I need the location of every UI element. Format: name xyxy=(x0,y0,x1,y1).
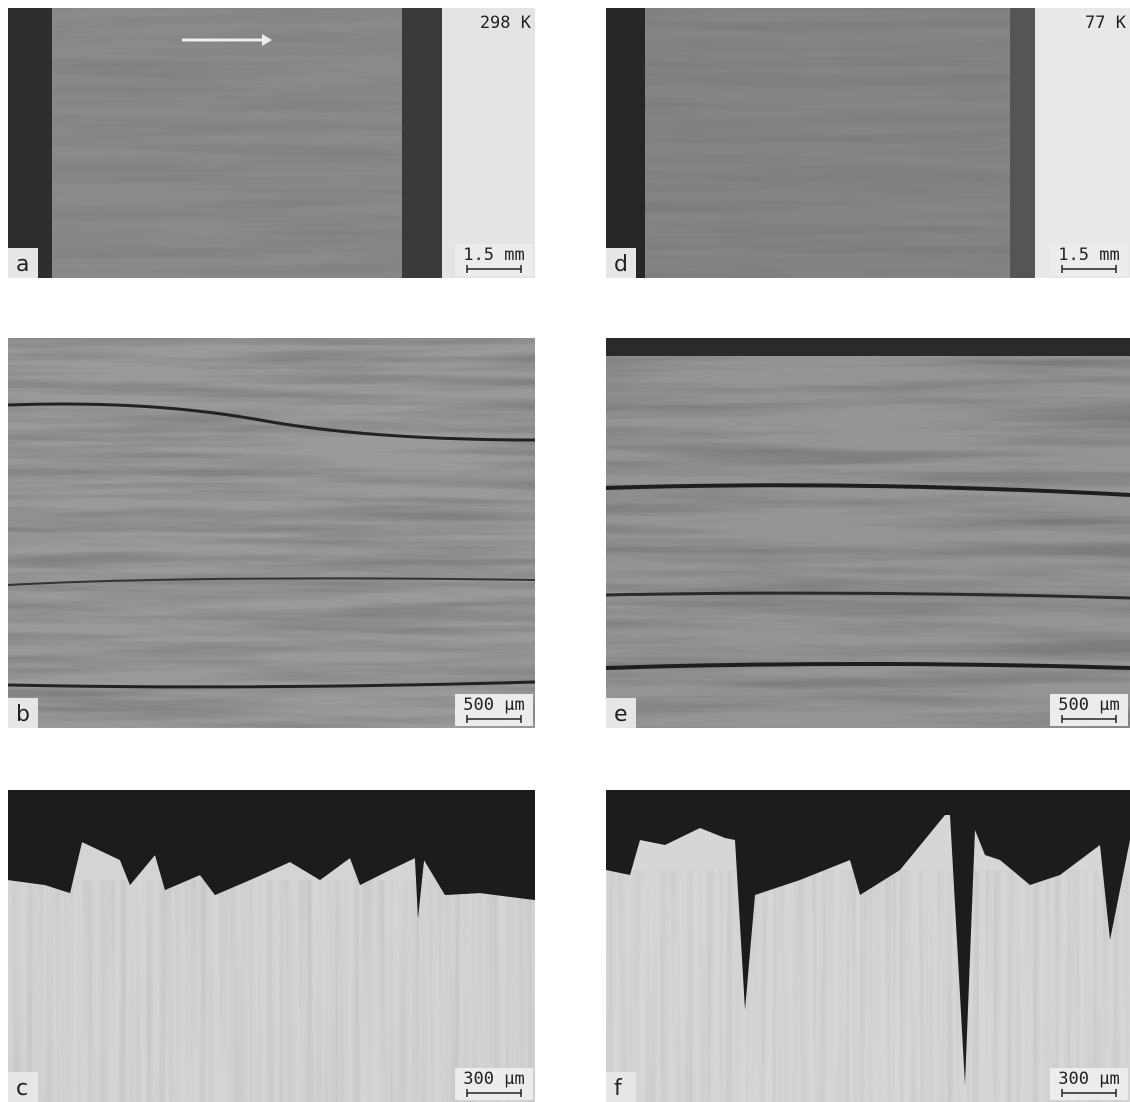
panel-b-image xyxy=(8,338,535,728)
scale-bar-label: 300 µm xyxy=(1058,1069,1119,1089)
temperature-label: 298 K xyxy=(480,13,532,33)
panel-e-image xyxy=(606,338,1130,728)
panel-label: d xyxy=(614,252,628,277)
panel-label: c xyxy=(16,1076,28,1101)
scale-bar-label: 500 µm xyxy=(463,695,524,715)
panel-label: b xyxy=(16,702,30,727)
page: {"panels": [ {"label": "a", "temperature… xyxy=(0,0,1130,1102)
scale-bar-label: 300 µm xyxy=(463,1069,524,1089)
panel-f-image xyxy=(606,790,1130,1102)
temperature-label: 77 K xyxy=(1085,13,1127,33)
panel-label: f xyxy=(614,1076,623,1101)
scale-bar-label: 1.5 mm xyxy=(463,245,524,265)
panel-c-image xyxy=(8,790,535,1102)
panel-a-image xyxy=(8,8,535,278)
panel-label: a xyxy=(16,252,29,277)
figure: a 298 K 1.5 mm b 500 µm c 300 µm d 77 K 1.5 mm e 50… xyxy=(0,0,1130,1102)
scale-bar-label: 1.5 mm xyxy=(1058,245,1119,265)
scale-bar-label: 500 µm xyxy=(1058,695,1119,715)
panel-label: e xyxy=(614,702,628,727)
panel-d-image xyxy=(606,8,1130,278)
